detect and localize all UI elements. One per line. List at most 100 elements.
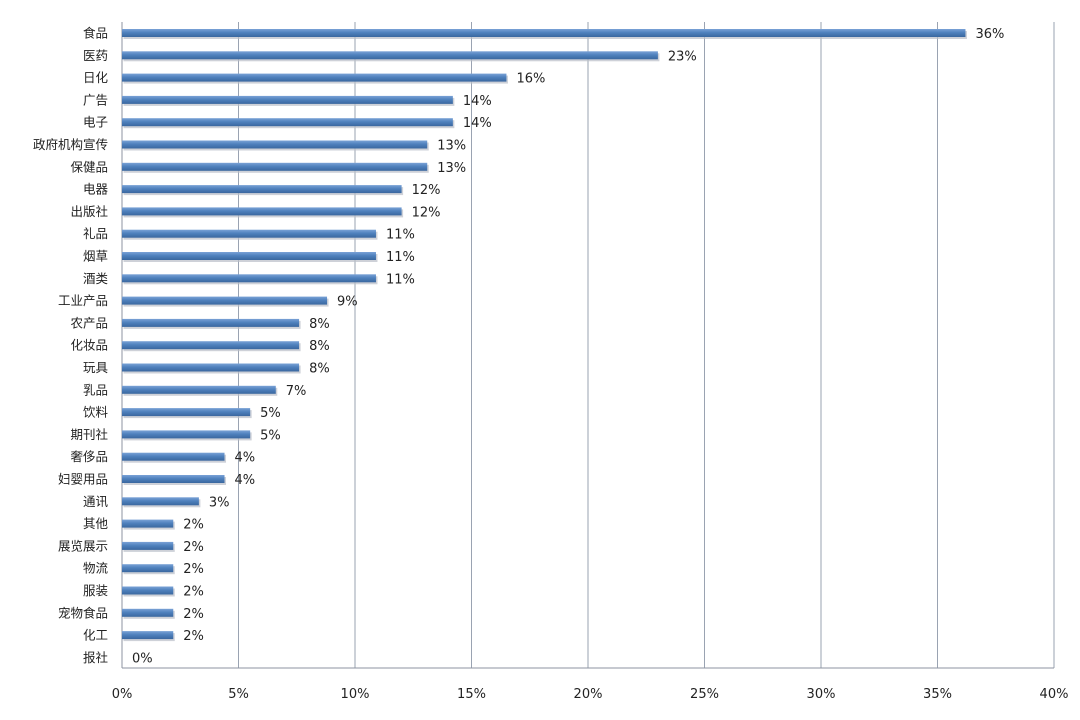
category-label: 化妆品 xyxy=(70,338,108,353)
bar xyxy=(122,185,402,194)
x-tick-label: 0% xyxy=(112,687,133,702)
data-label: 8% xyxy=(309,362,330,377)
bar xyxy=(122,631,174,640)
data-label: 5% xyxy=(260,406,281,421)
data-label: 2% xyxy=(183,585,204,600)
data-label: 2% xyxy=(183,607,204,622)
data-label: 12% xyxy=(412,205,441,220)
bar xyxy=(122,564,174,573)
bar xyxy=(122,318,300,327)
bar xyxy=(122,296,328,305)
bars xyxy=(122,29,967,642)
bar xyxy=(122,341,300,350)
x-tick-label: 15% xyxy=(457,687,486,702)
data-label: 14% xyxy=(463,116,492,131)
bar xyxy=(122,363,300,372)
bar xyxy=(122,541,174,550)
data-label: 3% xyxy=(209,495,230,510)
category-label: 其他 xyxy=(83,516,109,531)
category-label: 乳品 xyxy=(83,382,108,397)
data-label: 5% xyxy=(260,428,281,443)
category-label: 酒类 xyxy=(83,271,109,286)
x-tick-label: 30% xyxy=(807,687,836,702)
data-label: 2% xyxy=(183,540,204,555)
data-labels: 36% 23% 16% 14% 14% 13% 13% 12% 12% 11% 11% 11% 9% 8%… xyxy=(132,27,1004,666)
category-label: 医药 xyxy=(83,48,108,63)
bar xyxy=(122,229,376,238)
data-label: 7% xyxy=(286,384,307,399)
bar xyxy=(122,95,453,104)
x-tick-label: 35% xyxy=(923,687,952,702)
data-label: 11% xyxy=(386,250,415,265)
category-label: 保健品 xyxy=(70,159,108,174)
category-label: 展览展示 xyxy=(58,538,108,553)
category-label: 电子 xyxy=(83,115,108,130)
data-label: 4% xyxy=(235,451,256,466)
bar xyxy=(122,475,225,483)
data-label: 9% xyxy=(337,295,358,310)
data-label: 11% xyxy=(386,272,415,287)
x-tick-label: 40% xyxy=(1040,687,1069,702)
category-label: 出版社 xyxy=(70,204,108,219)
data-label: 11% xyxy=(386,228,415,243)
category-label: 食品 xyxy=(83,26,108,41)
bar xyxy=(122,162,428,171)
bar xyxy=(122,430,251,439)
bar xyxy=(122,586,174,595)
data-label: 14% xyxy=(463,94,492,109)
bar xyxy=(122,252,376,260)
category-labels: 食品医药日化广告电子政府机构宣传保健品电器出版社礼品烟草酒类工业产品农产品化妆品… xyxy=(33,26,109,665)
category-label: 妇婴用品 xyxy=(58,472,108,487)
bar xyxy=(122,29,966,37)
bar xyxy=(122,140,428,149)
data-label: 4% xyxy=(235,473,256,488)
category-label: 服装 xyxy=(83,583,108,598)
x-tick-label: 5% xyxy=(228,687,249,702)
category-label: 农产品 xyxy=(70,315,108,330)
x-tick-labels: 0% 5% 10% 15% 20% 25% 30% 35% 40% xyxy=(112,687,1069,702)
bar xyxy=(122,452,225,461)
category-label: 通讯 xyxy=(83,494,109,509)
category-label: 化工 xyxy=(83,628,108,643)
bar xyxy=(122,207,402,216)
data-label: 2% xyxy=(183,562,204,577)
data-label: 23% xyxy=(668,49,697,64)
data-label: 2% xyxy=(183,629,204,644)
category-label: 报社 xyxy=(83,650,108,665)
data-label: 13% xyxy=(437,161,466,176)
data-label: 8% xyxy=(309,339,330,354)
category-label: 电器 xyxy=(83,182,109,197)
bar xyxy=(122,385,276,394)
x-tick-label: 10% xyxy=(341,687,370,702)
bar xyxy=(122,73,507,82)
category-label: 奢侈品 xyxy=(70,449,108,464)
data-label: 0% xyxy=(132,651,153,666)
category-label: 政府机构宣传 xyxy=(33,137,108,152)
bar xyxy=(122,274,376,283)
data-label: 36% xyxy=(975,27,1004,42)
bar xyxy=(122,118,453,127)
data-label: 13% xyxy=(437,139,466,154)
category-label: 宠物食品 xyxy=(58,605,108,620)
category-label: 日化 xyxy=(83,70,109,85)
category-label: 物流 xyxy=(83,561,109,576)
x-tick-label: 25% xyxy=(690,687,719,702)
x-tick-label: 20% xyxy=(574,687,603,702)
bar xyxy=(122,519,174,528)
category-label: 烟草 xyxy=(83,249,108,264)
category-label: 饮料 xyxy=(83,405,109,420)
data-label: 12% xyxy=(412,183,441,198)
data-label: 2% xyxy=(183,518,204,533)
bar xyxy=(122,51,658,60)
category-label: 期刊社 xyxy=(70,427,108,442)
gridlines xyxy=(238,22,1055,668)
bar xyxy=(122,497,199,506)
category-label: 广告 xyxy=(83,92,108,107)
bar xyxy=(122,408,251,417)
data-label: 8% xyxy=(309,317,330,332)
category-label: 礼品 xyxy=(83,226,108,241)
bar xyxy=(122,608,174,617)
category-label: 工业产品 xyxy=(58,293,108,308)
category-label: 玩具 xyxy=(83,360,109,375)
